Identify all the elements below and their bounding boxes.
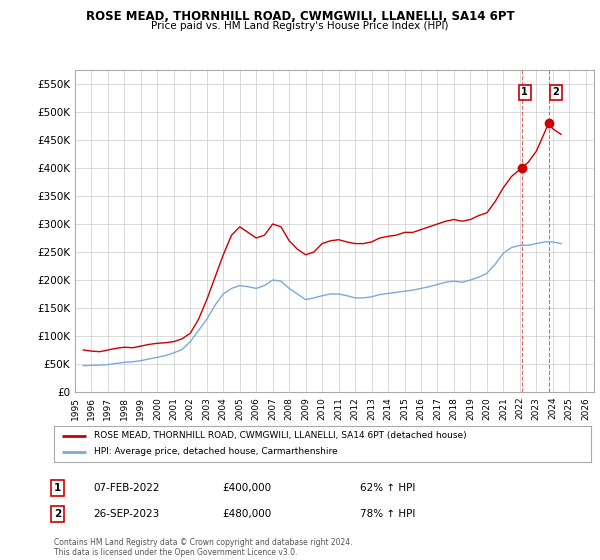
Text: 1: 1 [54,483,61,493]
Text: 1: 1 [521,87,528,97]
Text: 2: 2 [54,509,61,519]
Text: 07-FEB-2022: 07-FEB-2022 [93,483,160,493]
Text: Contains HM Land Registry data © Crown copyright and database right 2024.
This d: Contains HM Land Registry data © Crown c… [54,538,353,557]
Text: 78% ↑ HPI: 78% ↑ HPI [360,509,415,519]
Text: Price paid vs. HM Land Registry's House Price Index (HPI): Price paid vs. HM Land Registry's House … [151,21,449,31]
Text: £400,000: £400,000 [222,483,271,493]
Text: 2: 2 [553,87,559,97]
Text: £480,000: £480,000 [222,509,271,519]
Text: ROSE MEAD, THORNHILL ROAD, CWMGWILI, LLANELLI, SA14 6PT (detached house): ROSE MEAD, THORNHILL ROAD, CWMGWILI, LLA… [94,431,467,440]
Text: 26-SEP-2023: 26-SEP-2023 [93,509,159,519]
Text: ROSE MEAD, THORNHILL ROAD, CWMGWILI, LLANELLI, SA14 6PT: ROSE MEAD, THORNHILL ROAD, CWMGWILI, LLA… [86,10,514,23]
Text: HPI: Average price, detached house, Carmarthenshire: HPI: Average price, detached house, Carm… [94,447,338,456]
Text: 62% ↑ HPI: 62% ↑ HPI [360,483,415,493]
